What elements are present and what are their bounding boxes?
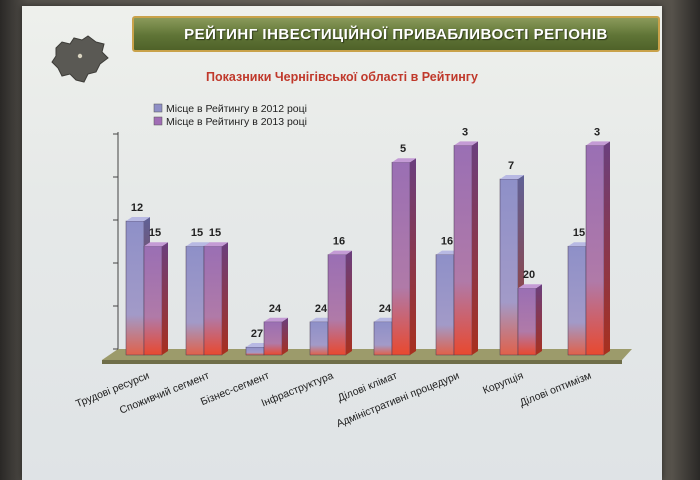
value-label-2013-2: 24 [269, 303, 282, 315]
legend-swatch-2012 [153, 103, 163, 113]
presentation-slide: РЕЙТИНГ ІНВЕСТИЦІЙНОЇ ПРИВАБЛИВОСТІ РЕГІ… [22, 6, 662, 480]
value-label-2012-6: 7 [508, 160, 514, 172]
bar-2013-5 [453, 141, 478, 356]
bar-chart: Місце в Рейтингу в 2012 році Місце в Рей… [74, 103, 632, 430]
slide-title-banner: РЕЙТИНГ ІНВЕСТИЦІЙНОЇ ПРИВАБЛИВОСТІ РЕГІ… [132, 16, 660, 52]
value-label-2013-7: 3 [594, 126, 600, 138]
value-label-2013-6: 20 [523, 269, 535, 281]
bars-layer [125, 141, 610, 356]
bar-2013-2 [263, 317, 288, 356]
chart-subtitle: Показники Чернігівської області в Рейтин… [206, 70, 478, 84]
category-label-3: Інфраструктура [260, 370, 336, 410]
value-labels-layer: 12 15 15 15 27 24 24 16 24 5 16 3 7 20 15 3 [131, 126, 600, 340]
value-label-2012-7: 15 [573, 227, 585, 239]
y-axis [113, 132, 119, 350]
legend: Місце в Рейтингу в 2012 році Місце в Рей… [153, 103, 307, 128]
value-label-2013-0: 15 [149, 227, 161, 239]
legend-swatch-2013 [153, 116, 163, 126]
value-label-2013-3: 16 [333, 236, 345, 248]
category-label-7: Ділові оптимізм [518, 370, 593, 410]
value-label-2012-0: 12 [131, 202, 143, 214]
bar-2013-0 [143, 242, 168, 356]
value-label-2012-5: 16 [441, 236, 453, 248]
region-map-icon [51, 35, 109, 83]
value-label-2012-2: 27 [251, 328, 263, 340]
value-label-2012-1: 15 [191, 227, 203, 239]
value-label-2013-5: 3 [462, 126, 468, 138]
value-label-2013-4: 5 [400, 143, 406, 155]
slide-title: РЕЙТИНГ ІНВЕСТИЦІЙНОЇ ПРИВАБЛИВОСТІ РЕГІ… [184, 25, 608, 43]
bar-2013-4 [391, 158, 416, 356]
bar-2013-3 [327, 250, 352, 356]
category-label-6: Корупція [481, 370, 525, 397]
bar-2013-6 [517, 284, 542, 356]
value-label-2012-4: 24 [379, 303, 392, 315]
bar-2013-1 [203, 242, 228, 356]
value-label-2013-1: 15 [209, 227, 221, 239]
legend-label-2013: Місце в Рейтингу в 2013 році [166, 116, 307, 128]
legend-label-2012: Місце в Рейтингу в 2012 році [166, 103, 307, 115]
value-label-2012-3: 24 [315, 303, 328, 315]
bar-2013-7 [585, 141, 610, 356]
chart-floor [102, 349, 632, 364]
